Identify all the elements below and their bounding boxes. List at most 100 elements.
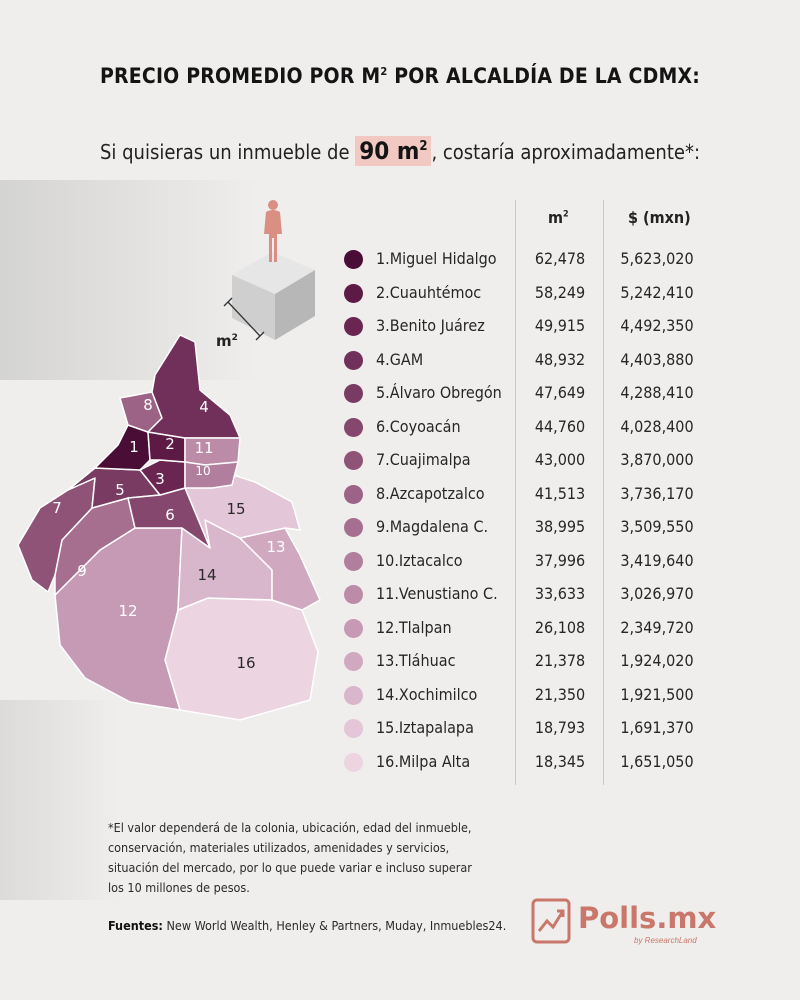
price-per-m2: 62,478 — [534, 249, 586, 268]
background-window-photo — [0, 700, 120, 900]
page-subtitle: Si quisieras un inmueble de 90 m2, costa… — [99, 136, 701, 166]
column-header-m2: m2 — [548, 208, 569, 227]
price-90m2: 1,924,020 — [620, 651, 694, 670]
map-label-5: 5 — [115, 481, 125, 499]
price-90m2: 3,026,970 — [620, 584, 694, 603]
map-label-3: 3 — [155, 470, 165, 488]
alcaldia-name: 6.Coyoacán — [376, 416, 461, 436]
map-label-4: 4 — [199, 398, 209, 416]
alcaldia-name: 14.Xochimilco — [376, 684, 478, 704]
price-per-m2: 37,996 — [534, 550, 586, 570]
column-divider — [515, 200, 516, 785]
polls-mx-logo: Polls.mx by ResearchLand — [530, 895, 716, 955]
person-on-cube-illustration: m2 — [216, 200, 315, 350]
alcaldia-name: 12.Tlalpan — [376, 617, 452, 637]
polls-chart-icon — [531, 898, 571, 944]
price-per-m2: 49,915 — [534, 316, 586, 335]
sources: Fuentes: New World Wealth, Henley & Part… — [108, 918, 507, 933]
map-label-9: 9 — [77, 562, 87, 580]
table-row: 4.GAM 48,932 4,403,880 — [340, 349, 710, 375]
map-label-2: 2 — [165, 435, 175, 453]
price-per-m2: 26,108 — [534, 617, 586, 637]
legend-color-dot — [344, 752, 363, 772]
legend-color-dot — [344, 484, 363, 504]
legend-color-dot — [344, 384, 363, 403]
footnote: *El valor dependerá de la colonia, ubica… — [108, 820, 472, 895]
price-per-m2: 38,995 — [534, 517, 586, 536]
map-label-14: 14 — [197, 566, 216, 584]
m2-dimension-label: m2 — [216, 332, 238, 350]
map-label-16: 16 — [236, 654, 255, 672]
price-per-m2: 41,513 — [534, 483, 586, 503]
price-per-m2: 47,649 — [534, 383, 586, 402]
legend-color-dot — [344, 283, 363, 303]
table-row: 10.Iztacalco 37,996 3,419,640 — [340, 550, 710, 576]
price-per-m2: 18,793 — [534, 718, 586, 737]
map-label-8: 8 — [143, 396, 153, 414]
table-row: 12.Tlalpan 26,108 2,349,720 — [340, 617, 710, 643]
map-label-12: 12 — [118, 602, 137, 620]
price-90m2: 1,691,370 — [620, 718, 694, 737]
legend-color-dot — [344, 518, 363, 537]
alcaldia-name: 9.Magdalena C. — [376, 517, 489, 536]
table-row: 9.Magdalena C. 38,995 3,509,550 — [340, 516, 710, 542]
legend-color-dot — [344, 585, 363, 604]
page-title: PRECIO PROMEDIO POR M2 POR ALCALDÍA DE L… — [99, 64, 701, 88]
map-region-7 — [17, 477, 96, 593]
table-row: 7.Cuajimalpa 43,000 3,870,000 — [340, 449, 710, 475]
area-highlight: 90 m2 — [355, 136, 432, 166]
price-90m2: 4,028,400 — [620, 416, 694, 436]
map-label-11: 11 — [194, 439, 213, 457]
map-region-1 — [94, 424, 151, 471]
price-90m2: 5,623,020 — [620, 249, 694, 268]
price-90m2: 1,651,050 — [620, 751, 694, 771]
legend-color-dot — [344, 652, 363, 671]
price-per-m2: 18,345 — [534, 751, 586, 771]
table-row: 16.Milpa Alta 18,345 1,651,050 — [340, 751, 710, 777]
price-90m2: 3,509,550 — [620, 517, 694, 536]
alcaldia-name: 8.Azcapotzalco — [376, 483, 485, 503]
table-row: 2.Cuauhtémoc 58,249 5,242,410 — [340, 282, 710, 308]
alcaldia-name: 16.Milpa Alta — [376, 751, 471, 771]
price-90m2: 5,242,410 — [620, 282, 694, 302]
background-interior-photo — [0, 180, 260, 380]
price-90m2: 4,403,880 — [620, 349, 694, 369]
legend-color-dot — [344, 350, 363, 370]
alcaldia-name: 1.Miguel Hidalgo — [376, 249, 497, 268]
table-row: 6.Coyoacán 44,760 4,028,400 — [340, 416, 710, 442]
alcaldia-name: 5.Álvaro Obregón — [376, 383, 502, 402]
table-row: 15.Iztapalapa 18,793 1,691,370 — [340, 717, 710, 743]
price-per-m2: 58,249 — [534, 282, 586, 302]
table-row: 8.Azcapotzalco 41,513 3,736,170 — [340, 483, 710, 509]
price-90m2: 3,419,640 — [620, 550, 694, 570]
map-region-10 — [184, 461, 239, 489]
price-per-m2: 44,760 — [534, 416, 586, 436]
table-row: 5.Álvaro Obregón 47,649 4,288,410 — [340, 382, 710, 408]
alcaldia-name: 11.Venustiano C. — [376, 584, 498, 603]
price-90m2: 1,921,500 — [620, 684, 694, 704]
legend-color-dot — [344, 551, 363, 571]
price-90m2: 3,870,000 — [620, 450, 694, 469]
map-region-13 — [239, 527, 321, 611]
alcaldia-name: 4.GAM — [376, 349, 424, 369]
alcaldia-name: 3.Benito Juárez — [376, 316, 485, 335]
alcaldia-name: 7.Cuajimalpa — [376, 450, 471, 469]
legend-color-dot — [344, 685, 363, 705]
map-label-15: 15 — [226, 500, 245, 518]
price-per-m2: 43,000 — [534, 450, 586, 469]
alcaldia-name: 15.Iztapalapa — [376, 718, 474, 737]
table-row: 13.Tláhuac 21,378 1,924,020 — [340, 650, 710, 676]
column-divider — [603, 200, 604, 785]
table-row: 3.Benito Juárez 49,915 4,492,350 — [340, 315, 710, 341]
alcaldia-name: 2.Cuauhtémoc — [376, 282, 482, 302]
table-row: 14.Xochimilco 21,350 1,921,500 — [340, 684, 710, 710]
price-per-m2: 21,378 — [534, 651, 586, 670]
price-per-m2: 48,932 — [534, 349, 586, 369]
alcaldia-name: 10.Iztacalco — [376, 550, 463, 570]
map-region-4 — [147, 334, 241, 439]
legend-color-dot — [344, 451, 363, 470]
map-label-7: 7 — [52, 499, 62, 517]
map-label-1: 1 — [129, 438, 139, 456]
legend-color-dot — [344, 250, 363, 269]
